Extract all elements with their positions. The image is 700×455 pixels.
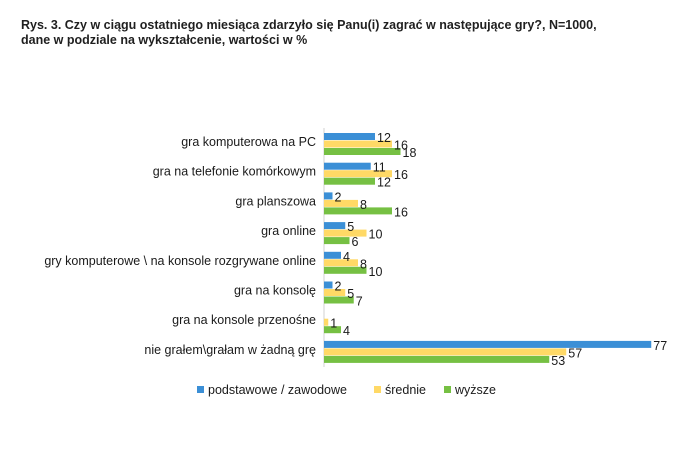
- value-label: 16: [394, 139, 408, 153]
- bar-wyzsze: [324, 266, 367, 274]
- category-label: gra komputerowa na PC: [181, 135, 316, 149]
- value-label: 5: [347, 287, 354, 301]
- chart-title: Rys. 3. Czy w ciągu ostatniego miesiąca …: [21, 18, 681, 48]
- bar-srednie: [324, 170, 392, 178]
- value-label: 10: [369, 265, 383, 279]
- category-label: gra online: [261, 224, 316, 238]
- bar-wyzsze: [324, 355, 550, 363]
- legend-label: wyższe: [454, 383, 496, 397]
- bar-podstawowe: [324, 340, 652, 348]
- value-label: 5: [347, 220, 354, 234]
- bars: [324, 133, 652, 363]
- bar-wyzsze: [324, 296, 354, 304]
- legend: podstawowe / zawodowe średnie wyższe: [197, 383, 496, 397]
- legend-label: średnie: [385, 383, 426, 397]
- category-label: gry komputerowe \ na konsole rozgrywane …: [44, 254, 316, 268]
- value-label: 12: [377, 176, 391, 190]
- category-label: gra planszowa: [235, 194, 316, 208]
- value-label: 12: [377, 131, 391, 145]
- value-label: 11: [373, 161, 386, 175]
- bar-wyzsze: [324, 207, 392, 215]
- value-label: 8: [360, 198, 367, 212]
- value-label: 57: [568, 346, 582, 360]
- legend-swatch: [444, 386, 451, 393]
- bar-podstawowe: [324, 133, 375, 140]
- legend-label: podstawowe / zawodowe: [208, 383, 347, 397]
- chart-title-line-1: Rys. 3. Czy w ciągu ostatniego miesiąca …: [21, 18, 597, 32]
- value-label: 53: [551, 354, 565, 368]
- category-label: gra na telefonie komórkowym: [153, 165, 316, 179]
- bar-podstawowe: [324, 251, 341, 259]
- bar-srednie: [324, 259, 358, 267]
- value-label: 6: [352, 235, 359, 249]
- bar-srednie: [324, 229, 367, 237]
- bar-podstawowe: [324, 281, 333, 289]
- bar-srednie: [324, 289, 346, 296]
- value-label: 18: [403, 146, 417, 160]
- category-labels: gra komputerowa na PC gra na telefonie ko…: [44, 135, 316, 357]
- value-label: 77: [653, 339, 667, 353]
- bar-srednie: [324, 199, 358, 207]
- bar-srednie: [324, 318, 329, 326]
- bar-wyzsze: [324, 148, 401, 155]
- bar-srednie: [324, 348, 567, 356]
- value-label: 4: [343, 324, 350, 338]
- value-label: 4: [343, 250, 350, 264]
- value-label: 16: [394, 168, 408, 182]
- value-label: 2: [335, 280, 342, 294]
- legend-swatch: [374, 386, 381, 393]
- value-label: 16: [394, 205, 408, 219]
- value-label: 10: [369, 228, 383, 242]
- category-label: nie grałem\grałam w żadną grę: [144, 343, 316, 357]
- bar-podstawowe: [324, 222, 346, 230]
- bar-wyzsze: [324, 237, 350, 245]
- value-label: 2: [335, 190, 342, 204]
- chart-title-line-2: dane w podziale na wykształcenie, wartoś…: [21, 33, 308, 47]
- value-label: 1: [330, 317, 337, 331]
- category-label: gra na konsole przenośne: [172, 313, 316, 327]
- value-label: 7: [356, 295, 363, 309]
- legend-swatch: [197, 386, 204, 393]
- category-label: gra na konsolę: [234, 284, 316, 298]
- value-label: 8: [360, 257, 367, 271]
- bar-srednie: [324, 140, 392, 148]
- bar-wyzsze: [324, 326, 341, 334]
- bar-podstawowe: [324, 192, 333, 200]
- bar-podstawowe: [324, 162, 371, 170]
- bar-wyzsze: [324, 177, 375, 185]
